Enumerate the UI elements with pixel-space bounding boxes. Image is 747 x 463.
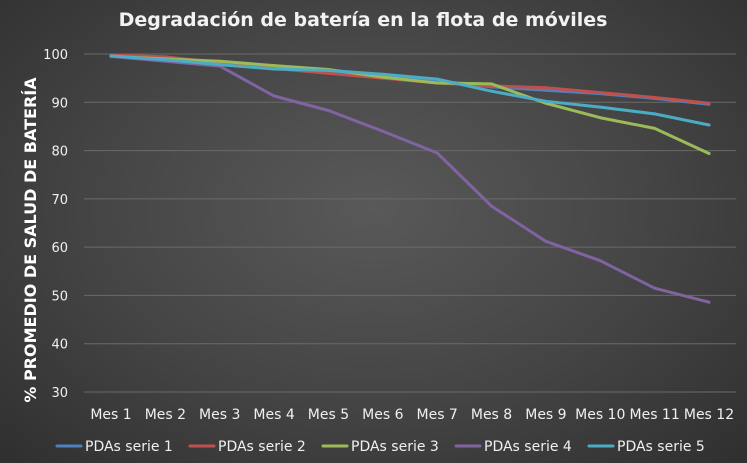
- x-tick-label: Mes 10: [575, 407, 625, 423]
- data-point: [326, 68, 330, 72]
- data-point: [326, 71, 330, 75]
- data-point: [435, 81, 439, 85]
- series-lines: [109, 53, 711, 304]
- x-tick-label: Mes 7: [417, 407, 458, 423]
- data-point: [272, 64, 276, 68]
- data-point: [653, 112, 657, 116]
- x-tick-label: Mes 11: [630, 407, 680, 423]
- x-tick-label: Mes 2: [145, 407, 186, 423]
- y-tick-label: 80: [51, 145, 68, 160]
- data-point: [544, 99, 548, 103]
- data-point: [707, 300, 711, 304]
- data-point: [707, 123, 711, 127]
- series-3: [109, 54, 711, 155]
- legend-label: PDAs serie 3: [351, 439, 439, 455]
- gridlines: [84, 53, 736, 393]
- data-point: [544, 88, 548, 92]
- y-tick-label: 90: [51, 96, 68, 111]
- data-point: [598, 116, 602, 120]
- data-point: [381, 75, 385, 79]
- data-point: [653, 286, 657, 290]
- data-point: [490, 82, 494, 86]
- x-axis-ticks: Mes 1 Mes 2 Mes 3 Mes 4 Mes 5 Mes 6 Mes 7 Mes 8…: [90, 407, 734, 423]
- y-tick-label: 70: [51, 193, 68, 208]
- y-tick-label: 50: [51, 289, 68, 304]
- data-point: [272, 94, 276, 98]
- data-point: [490, 89, 494, 93]
- x-tick-label: Mes 9: [525, 407, 566, 423]
- x-tick-label: Mes 4: [253, 407, 294, 423]
- x-tick-label: Mes 12: [684, 407, 734, 423]
- data-point: [326, 108, 330, 112]
- legend-item-2: PDAs serie 2: [188, 439, 306, 455]
- legend-item-1: PDAs serie 1: [55, 439, 173, 455]
- series-line-5: [109, 54, 711, 127]
- y-tick-label: 60: [51, 241, 68, 256]
- legend-item-3: PDAs serie 3: [321, 439, 439, 455]
- data-point: [381, 72, 385, 76]
- data-point: [218, 63, 222, 67]
- legend-label: PDAs serie 4: [484, 439, 572, 455]
- data-point: [598, 105, 602, 109]
- data-point: [109, 54, 113, 58]
- series-4: [109, 54, 711, 304]
- y-tick-label: 40: [51, 338, 68, 353]
- data-point: [653, 95, 657, 99]
- legend-item-4: PDAs serie 4: [454, 439, 572, 455]
- legend-item-5: PDAs serie 5: [587, 439, 705, 455]
- data-point: [381, 129, 385, 133]
- data-point: [544, 86, 548, 90]
- data-point: [163, 58, 167, 62]
- legend: PDAs serie 1 PDAs serie 2 PDAs serie 3 PDAs…: [55, 439, 705, 455]
- data-point: [218, 59, 222, 63]
- y-axis-ticks: 30 40 50 60 70 80 90 100: [43, 48, 68, 401]
- data-point: [435, 151, 439, 155]
- data-point: [653, 126, 657, 130]
- chart-title: Degradación de batería en la flota de mó…: [119, 9, 608, 31]
- x-tick-label: Mes 5: [308, 407, 349, 423]
- y-axis-title: % PROMEDIO DE SALUD DE BATERÍA: [21, 77, 40, 403]
- x-tick-label: Mes 1: [90, 407, 131, 423]
- data-point: [544, 239, 548, 243]
- data-point: [435, 77, 439, 81]
- legend-label: PDAs serie 1: [85, 439, 173, 455]
- data-point: [272, 67, 276, 71]
- x-tick-label: Mes 8: [471, 407, 512, 423]
- x-tick-label: Mes 3: [199, 407, 240, 423]
- y-tick-label: 30: [51, 386, 68, 401]
- legend-label: PDAs serie 5: [617, 439, 705, 455]
- data-point: [598, 259, 602, 263]
- data-point: [707, 151, 711, 155]
- legend-label: PDAs serie 2: [218, 439, 306, 455]
- series-5: [109, 54, 711, 127]
- data-point: [707, 101, 711, 105]
- data-point: [598, 91, 602, 95]
- data-point: [490, 204, 494, 208]
- series-line-3: [109, 54, 711, 155]
- x-tick-label: Mes 6: [362, 407, 403, 423]
- y-tick-label: 100: [43, 48, 68, 63]
